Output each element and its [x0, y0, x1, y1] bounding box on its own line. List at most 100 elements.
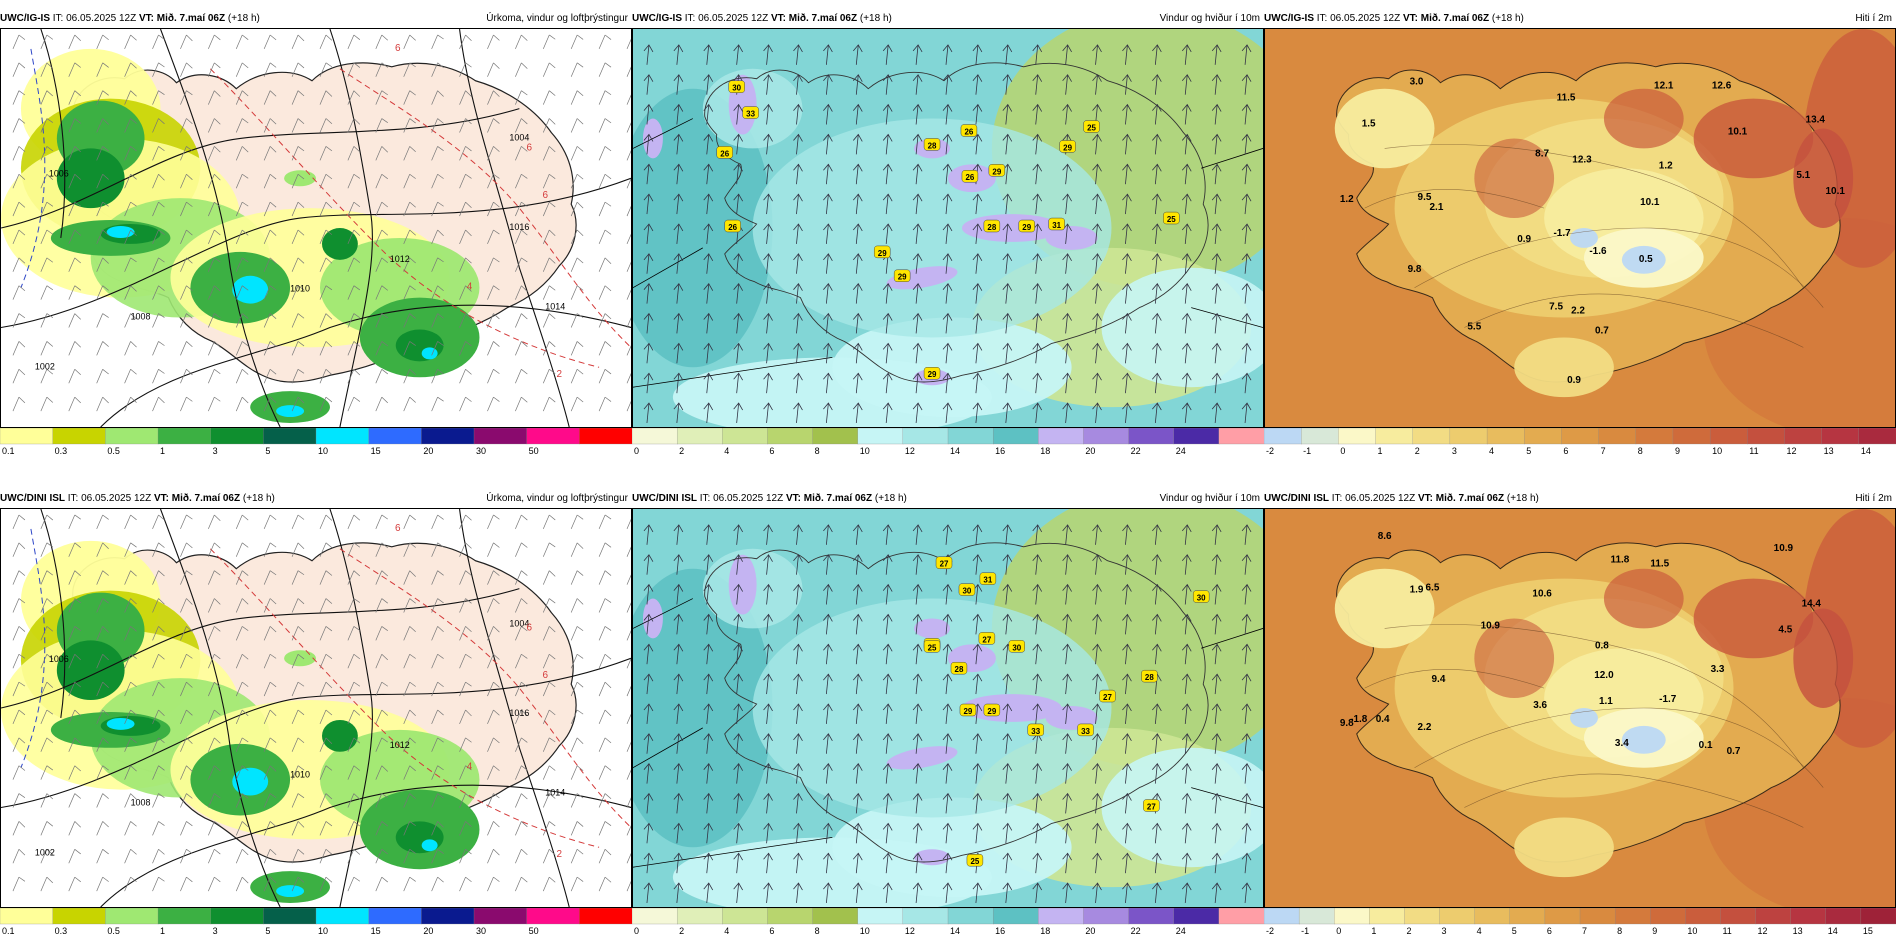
wind-barb	[459, 514, 472, 530]
wind-barb	[542, 570, 556, 585]
wind-barb	[208, 514, 221, 530]
wind-arrow	[1211, 103, 1222, 125]
wind-barb	[180, 821, 193, 836]
isotherm-label: 6	[543, 190, 549, 201]
wind-barb	[626, 853, 631, 864]
wind-arrow	[1122, 103, 1132, 125]
wind-barb	[375, 369, 388, 384]
wind-arrow	[703, 103, 714, 125]
wind-arrow	[823, 822, 833, 844]
wind-arrow	[1032, 822, 1043, 844]
wind-barb	[68, 201, 81, 217]
colorbar-swatch	[812, 428, 859, 445]
wind-barb	[40, 369, 54, 384]
model-name: UWC/DINI ISL	[632, 493, 697, 504]
wind-arrow	[1181, 763, 1192, 784]
wind-arrow	[1181, 882, 1192, 904]
wind-arrow	[1062, 283, 1072, 304]
map-precip: 1002 1006 1008 1010 1012 1014 1016 1004 6 6 6 4 2	[0, 28, 632, 428]
wind-arrow	[703, 193, 714, 215]
wind-barb	[375, 821, 388, 836]
wind-barb	[40, 626, 54, 641]
wind-arrow	[882, 524, 893, 545]
gust-label: 27	[1103, 693, 1112, 702]
wind-barb	[459, 821, 472, 836]
wind-barb	[403, 821, 416, 836]
gust-label: 33	[1081, 727, 1090, 736]
wind-arrow	[912, 253, 923, 274]
wind-barb	[152, 257, 165, 272]
wind-arrow	[703, 223, 714, 244]
colorbar-swatch	[157, 428, 212, 445]
wind-arrow	[1122, 74, 1132, 95]
wind-barb	[570, 598, 584, 613]
wind-arrow	[1211, 253, 1222, 274]
wind-arrow	[793, 554, 803, 575]
wind-barb	[403, 626, 416, 641]
wind-arrow	[703, 763, 714, 784]
it-label: IT:	[699, 493, 711, 504]
wind-barb	[12, 514, 26, 530]
wind-arrow	[1122, 524, 1132, 545]
colorbar-tick-label: 0	[1336, 926, 1341, 936]
wind-barb	[291, 849, 305, 864]
wind-arrow	[793, 103, 803, 125]
wind-barb	[319, 737, 333, 752]
wind-arrow	[703, 792, 714, 814]
gust-label: 29	[964, 707, 973, 716]
colorbar-tick-label: 20	[1085, 446, 1095, 456]
wind-arrow	[942, 223, 953, 244]
colorbar-swatch	[992, 428, 1039, 445]
wind-arrow	[942, 792, 953, 814]
wind-arrow	[1092, 703, 1102, 724]
wind-arrow	[1211, 882, 1222, 904]
wind-barb	[403, 542, 416, 557]
wind-barb	[375, 793, 388, 808]
wind-barb	[515, 709, 528, 725]
gust-label: 28	[987, 223, 996, 232]
wind-barb	[235, 626, 249, 641]
wind-arrow	[793, 402, 803, 424]
wind-arrow	[1152, 103, 1162, 125]
wind-arrow	[1032, 882, 1043, 904]
wind-barb	[152, 369, 165, 384]
wind-barb	[180, 229, 193, 245]
wind-arrow	[703, 342, 714, 364]
wind-arrow	[1241, 583, 1252, 605]
wind-barb	[598, 34, 612, 50]
wind-barb	[180, 709, 193, 725]
wind-barb	[347, 313, 361, 328]
wind-barb	[403, 257, 416, 272]
wind-barb	[459, 173, 472, 189]
wind-barb	[347, 118, 361, 133]
wind-barb	[263, 876, 277, 892]
wind-arrow	[763, 703, 773, 724]
wind-barb	[291, 681, 305, 697]
wind-arrow	[1062, 524, 1072, 545]
colorbar-tick-label: 9	[1675, 446, 1680, 456]
wind-barb	[431, 369, 444, 384]
colorbar-swatch	[105, 428, 159, 445]
isobar-label: 1002	[35, 847, 55, 857]
wind-barb	[263, 793, 277, 808]
wind-arrow	[673, 312, 684, 334]
wind-arrow	[793, 312, 803, 334]
wind-arrow	[852, 852, 863, 874]
wind-barb	[180, 570, 193, 585]
wind-arrow	[1181, 193, 1192, 215]
wind-barb	[347, 765, 361, 780]
wind-arrow	[1181, 372, 1192, 394]
wind-barb	[347, 285, 361, 300]
parameter-title: Hiti í 2m	[1855, 493, 1892, 504]
wind-barb	[431, 542, 444, 557]
wind-barb	[598, 821, 612, 836]
colorbar-tick-label: 4	[724, 446, 729, 456]
colorbar-swatch	[1524, 428, 1563, 445]
colorbar-tick-label: 13	[1793, 926, 1803, 936]
wind-barb	[96, 62, 109, 77]
wind-barb	[124, 62, 137, 77]
wind-barb	[431, 341, 444, 356]
colorbar-tick-label: 5	[265, 926, 270, 936]
colorbar: 0 2 4 6 8 10 12 14 16 18 20 22 24	[632, 908, 1264, 940]
wind-arrow	[703, 402, 714, 424]
